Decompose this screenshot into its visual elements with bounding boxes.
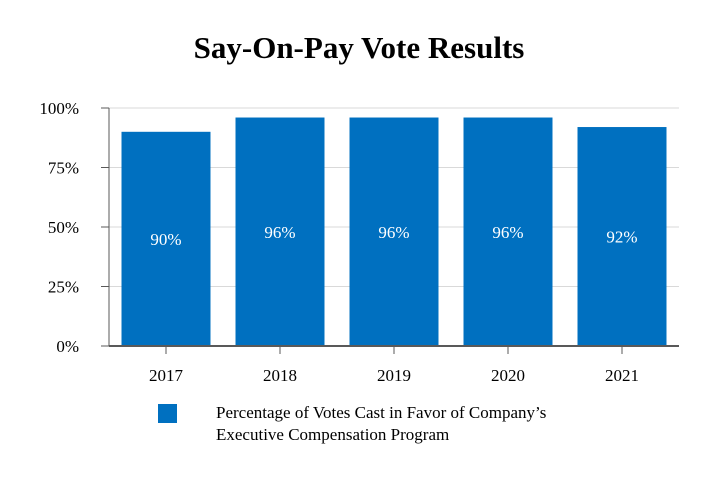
y-tick-label-25: 25% <box>48 278 79 297</box>
data-label-2018: 96% <box>264 223 295 242</box>
data-label-2020: 96% <box>492 223 523 242</box>
legend-label-line-1: Percentage of Votes Cast in Favor of Com… <box>216 403 547 422</box>
x-tick-label-2021: 2021 <box>605 366 639 385</box>
bar-2019 <box>349 117 439 347</box>
chart-title: Say-On-Pay Vote Results <box>193 30 525 65</box>
data-label-2019: 96% <box>378 223 409 242</box>
x-tick-label-2017: 2017 <box>149 366 184 385</box>
legend-label-line-2: Executive Compensation Program <box>216 425 450 444</box>
y-tick-label-50: 50% <box>48 218 79 237</box>
y-tick-label-100: 100% <box>39 99 79 118</box>
bar-2017 <box>121 131 211 346</box>
y-tick-label-0: 0% <box>56 337 79 356</box>
x-tick-label-2019: 2019 <box>377 366 411 385</box>
x-tick-label-2020: 2020 <box>491 366 525 385</box>
data-label-2021: 92% <box>606 228 637 247</box>
bar-2020 <box>463 117 553 347</box>
bar-2018 <box>235 117 325 347</box>
data-label-2017: 90% <box>150 230 181 249</box>
legend-label: Percentage of Votes Cast in Favor of Com… <box>216 402 636 446</box>
legend-swatch <box>158 404 177 423</box>
bar-2021 <box>577 127 667 346</box>
x-tick-label-2018: 2018 <box>263 366 297 385</box>
y-tick-label-75: 75% <box>48 159 79 178</box>
